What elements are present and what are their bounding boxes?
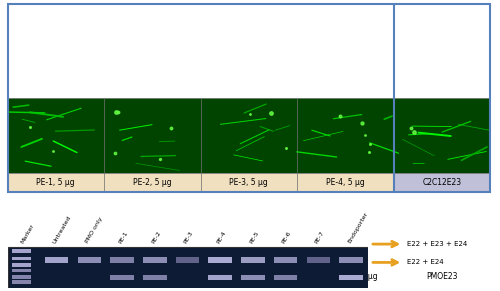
Text: E22 + E24: E22 + E24 [407,259,444,265]
Bar [12,276,31,279]
Bar [297,98,394,173]
Bar [297,192,394,267]
Text: PE-5: PE-5 [248,230,260,244]
Bar [176,257,200,263]
Text: PE-7, 5 µg: PE-7, 5 µg [230,272,268,281]
Bar [8,267,104,286]
Bar [297,267,394,286]
Bar [394,173,490,192]
Bar [200,173,297,192]
Text: PE-1, 5 µg: PE-1, 5 µg [36,178,75,187]
Bar [274,275,297,280]
Bar [12,281,31,284]
Bar [340,257,363,263]
Bar [241,275,264,280]
Bar [241,257,264,263]
Bar [394,98,490,173]
Bar [78,257,101,263]
Text: PE-6: PE-6 [282,230,292,244]
Bar [297,173,394,192]
Bar [104,267,200,286]
Bar [12,256,31,260]
Bar [274,257,297,263]
Text: Endoporter: Endoporter [347,211,369,244]
Text: Endoporter, 5 µg: Endoporter, 5 µg [313,272,378,281]
Text: C2C12E23: C2C12E23 [422,178,462,187]
Bar [394,192,490,267]
Text: PE-2: PE-2 [150,230,162,244]
Text: PE-4: PE-4 [216,230,227,244]
Text: PE-4, 5 µg: PE-4, 5 µg [326,178,364,187]
Bar [104,173,200,192]
Bar [200,267,297,286]
Bar [8,173,104,192]
Bar [45,257,68,263]
Bar [200,192,297,267]
Bar [208,257,232,263]
Bar [8,247,368,288]
Bar [104,98,200,173]
Bar [306,257,330,263]
Bar [12,269,31,272]
Text: PE-6, 5 µg: PE-6, 5 µg [133,272,172,281]
Bar [8,192,104,267]
Text: PE-1: PE-1 [118,230,129,244]
Text: Marker: Marker [20,223,35,244]
Bar [12,249,31,253]
Bar [110,275,134,280]
Text: PMO only: PMO only [85,216,104,244]
Text: PE-5, 5 µg: PE-5, 5 µg [36,272,75,281]
Bar [8,98,104,173]
Bar [340,275,363,280]
Text: E22 + E23 + E24: E22 + E23 + E24 [407,241,468,247]
Bar [200,98,297,173]
Text: PMOE23: PMOE23 [426,272,458,281]
Bar [143,257,167,263]
Bar [394,267,490,286]
Text: PE-3, 5 µg: PE-3, 5 µg [230,178,268,187]
Bar [110,257,134,263]
Text: PE-2, 5 µg: PE-2, 5 µg [133,178,172,187]
Bar [208,275,232,280]
Bar [12,263,31,267]
Text: Untreated: Untreated [52,214,72,244]
Bar [104,192,200,267]
Bar [143,275,167,280]
Text: PE-3: PE-3 [183,230,194,244]
Text: PE-7: PE-7 [314,230,326,244]
